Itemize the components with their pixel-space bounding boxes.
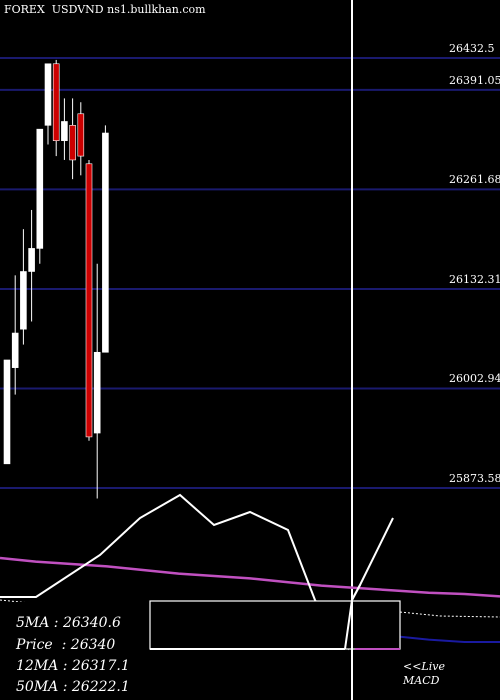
candle-body-6 (52, 63, 60, 142)
candle-body-0 (3, 359, 11, 465)
ma5-readout: 5MA : 26340.6 (16, 615, 121, 631)
moving-average-box: 5MA : 26340.6 Price : 26340 12MA : 26317… (0, 603, 150, 700)
chart-header: FOREX USDVND ns1.bullkhan.com (4, 3, 206, 16)
y-tick-label-0: 26432.5 (449, 42, 495, 55)
ma50-readout: 50MA : 26222.1 (16, 679, 130, 695)
macd-box-upper (149, 600, 401, 650)
macd-main-line-tail (344, 584, 361, 650)
candle-body-11 (93, 351, 101, 434)
candle-body-7 (61, 121, 68, 142)
y-tick-label-5: 25873.58 (449, 472, 500, 485)
candle-body-10 (85, 163, 93, 438)
candle-body-12 (102, 132, 109, 353)
y-tick-label-2: 26261.68 (449, 173, 500, 187)
candle-body-5 (44, 63, 52, 126)
candle-body-9 (77, 113, 85, 157)
live-macd-label: <<Live MACD (403, 660, 445, 688)
candle-body-8 (69, 125, 76, 161)
y-tick-label-3: 26132.31 (449, 272, 500, 286)
live-label-line1: <<Live (403, 660, 445, 673)
ma-box-bg (0, 602, 150, 700)
live-label-line2: MACD (403, 674, 440, 687)
y-tick-label-1: 26391.05 (449, 73, 500, 87)
candle-body-3 (28, 248, 35, 272)
candle-body-1 (11, 332, 19, 368)
macd-slow-ma-line (0, 556, 500, 598)
candle-body-2 (20, 271, 27, 330)
ma12-readout: 12MA : 26317.1 (16, 658, 130, 674)
macd-dotted-line-right (399, 611, 500, 618)
candle-body-4 (36, 128, 44, 249)
price-readout: Price : 26340 (16, 637, 116, 653)
y-tick-label-4: 26002.94 (449, 372, 500, 386)
